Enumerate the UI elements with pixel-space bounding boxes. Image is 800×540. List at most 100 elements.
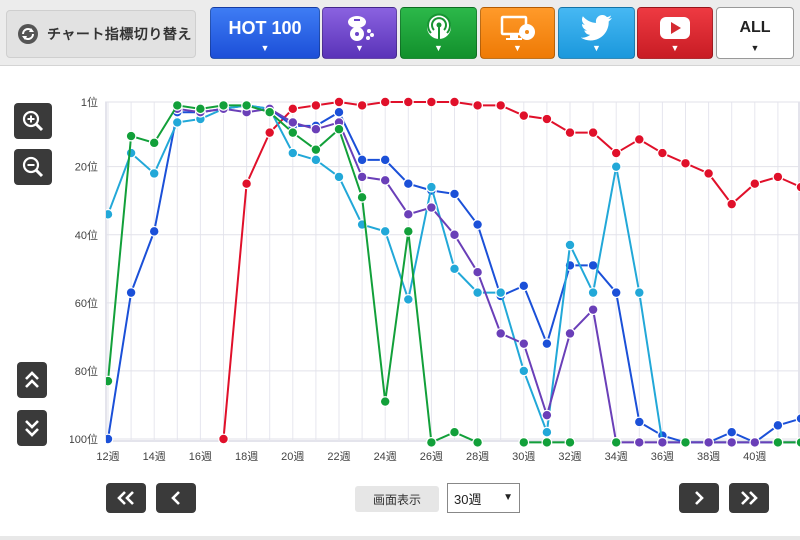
data-point[interactable]: [333, 123, 345, 135]
data-point[interactable]: [541, 437, 553, 448]
data-point[interactable]: [610, 287, 622, 299]
data-point[interactable]: [379, 154, 391, 166]
data-point[interactable]: [310, 154, 322, 166]
data-point[interactable]: [541, 409, 553, 421]
data-point[interactable]: [772, 437, 784, 448]
data-point[interactable]: [125, 147, 137, 159]
data-point[interactable]: [449, 188, 460, 200]
data-point[interactable]: [148, 225, 160, 237]
data-point[interactable]: [402, 294, 414, 305]
data-point[interactable]: [125, 287, 137, 299]
display-range-select[interactable]: 30週 ▼: [447, 483, 520, 513]
data-point[interactable]: [495, 100, 507, 111]
data-point[interactable]: [333, 171, 345, 183]
data-point[interactable]: [171, 117, 183, 128]
data-point[interactable]: [633, 134, 645, 145]
data-point[interactable]: [495, 287, 507, 299]
data-point[interactable]: [518, 338, 530, 350]
data-point[interactable]: [610, 161, 622, 173]
data-point[interactable]: [587, 287, 599, 299]
data-point[interactable]: [472, 287, 484, 299]
data-point[interactable]: [610, 147, 622, 159]
data-point[interactable]: [541, 338, 553, 350]
data-point[interactable]: [287, 103, 299, 115]
data-point[interactable]: [472, 100, 484, 111]
tab-package[interactable]: ▼: [322, 7, 397, 59]
data-point[interactable]: [333, 96, 345, 108]
data-point[interactable]: [518, 110, 530, 122]
data-point[interactable]: [680, 437, 691, 448]
data-point[interactable]: [125, 130, 137, 142]
data-point[interactable]: [749, 178, 761, 190]
zoom-out-button[interactable]: [14, 149, 52, 185]
data-point[interactable]: [518, 365, 530, 377]
tab-youtube[interactable]: ▼: [637, 7, 713, 59]
scroll-up-button[interactable]: [17, 362, 47, 398]
data-point[interactable]: [356, 191, 368, 203]
data-point[interactable]: [402, 96, 414, 108]
chart-switch-button[interactable]: チャート指標切り替え: [6, 10, 196, 58]
data-point[interactable]: [264, 106, 276, 118]
data-point[interactable]: [402, 225, 414, 237]
data-point[interactable]: [103, 208, 114, 220]
data-point[interactable]: [241, 100, 253, 111]
data-point[interactable]: [287, 127, 299, 139]
next-page-button[interactable]: [679, 483, 719, 513]
data-point[interactable]: [356, 154, 368, 166]
tab-hot100[interactable]: HOT 100 ▼: [210, 7, 320, 59]
data-point[interactable]: [518, 437, 530, 448]
data-point[interactable]: [287, 117, 299, 128]
zoom-in-button[interactable]: [14, 103, 52, 139]
data-point[interactable]: [241, 178, 253, 190]
data-point[interactable]: [379, 96, 391, 108]
data-point[interactable]: [310, 123, 322, 135]
data-point[interactable]: [564, 239, 576, 251]
data-point[interactable]: [564, 437, 576, 448]
data-point[interactable]: [772, 419, 784, 431]
data-point[interactable]: [356, 100, 368, 111]
data-point[interactable]: [264, 127, 276, 139]
data-point[interactable]: [795, 181, 800, 193]
data-point[interactable]: [333, 106, 345, 118]
data-point[interactable]: [194, 103, 206, 115]
data-point[interactable]: [449, 263, 460, 275]
data-point[interactable]: [379, 225, 391, 237]
data-point[interactable]: [287, 147, 299, 159]
data-point[interactable]: [218, 100, 229, 111]
data-point[interactable]: [541, 426, 553, 438]
data-point[interactable]: [564, 328, 576, 339]
data-point[interactable]: [426, 202, 437, 213]
data-point[interactable]: [703, 437, 714, 448]
scroll-down-button[interactable]: [17, 410, 47, 446]
data-point[interactable]: [218, 433, 229, 445]
data-point[interactable]: [657, 147, 668, 159]
data-point[interactable]: [749, 437, 761, 448]
data-point[interactable]: [541, 113, 553, 125]
data-point[interactable]: [726, 437, 738, 448]
data-point[interactable]: [148, 137, 160, 149]
data-point[interactable]: [449, 96, 460, 108]
data-point[interactable]: [633, 416, 645, 428]
data-point[interactable]: [726, 198, 738, 210]
data-point[interactable]: [103, 375, 114, 387]
tab-pc[interactable]: ▼: [480, 7, 555, 59]
data-point[interactable]: [772, 171, 784, 183]
data-point[interactable]: [449, 229, 460, 241]
data-point[interactable]: [703, 168, 714, 179]
data-point[interactable]: [633, 437, 645, 448]
data-point[interactable]: [472, 266, 484, 278]
first-page-button[interactable]: [106, 483, 146, 513]
data-point[interactable]: [587, 304, 599, 316]
data-point[interactable]: [587, 127, 599, 139]
tab-radio[interactable]: ▼: [400, 7, 477, 59]
data-point[interactable]: [103, 433, 114, 445]
data-point[interactable]: [472, 437, 484, 448]
data-point[interactable]: [148, 168, 160, 179]
prev-page-button[interactable]: [156, 483, 196, 513]
data-point[interactable]: [171, 100, 183, 111]
data-point[interactable]: [518, 280, 530, 292]
data-point[interactable]: [379, 396, 391, 407]
tab-all[interactable]: ALL ▼: [716, 7, 794, 59]
data-point[interactable]: [379, 174, 391, 186]
data-point[interactable]: [495, 328, 507, 339]
